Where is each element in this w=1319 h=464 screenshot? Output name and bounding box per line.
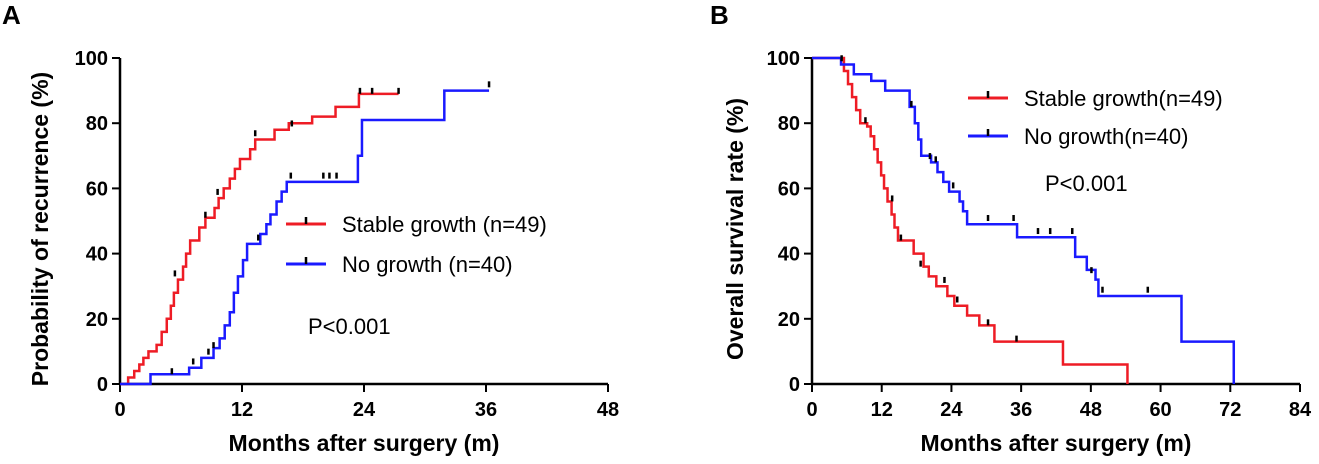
x-tick-label: 0 xyxy=(114,399,125,421)
y-tick-label: 60 xyxy=(86,178,108,200)
x-tick-label: 36 xyxy=(1010,399,1032,421)
y-tick-label: 20 xyxy=(778,309,800,331)
legend-label-0: Stable growth(n=49) xyxy=(1024,86,1223,111)
panel-a-x-label: Months after surgery (m) xyxy=(229,430,500,456)
y-tick-label: 40 xyxy=(778,244,800,266)
y-tick-label: 80 xyxy=(778,113,800,135)
panel-a-y-label: Probability of recurrence (%) xyxy=(27,72,53,386)
x-tick-label: 84 xyxy=(1289,399,1312,421)
x-tick-label: 24 xyxy=(353,399,376,421)
panel-b-y-label: Overall survival rate (%) xyxy=(722,98,748,360)
panel-a-pvalue: P<0.001 xyxy=(308,314,391,339)
x-tick-label: 48 xyxy=(597,399,619,421)
legend-label-1: No growth(n=40) xyxy=(1024,124,1188,149)
x-tick-label: 12 xyxy=(231,399,253,421)
y-tick-label: 100 xyxy=(75,48,108,70)
series-line-0 xyxy=(120,92,399,386)
y-tick-label: 20 xyxy=(86,309,108,331)
panel-b-pvalue: P<0.001 xyxy=(1045,171,1128,196)
series-line-0 xyxy=(812,56,1129,384)
x-tick-label: 48 xyxy=(1080,399,1102,421)
x-tick-label: 72 xyxy=(1219,399,1241,421)
x-tick-label: 12 xyxy=(871,399,893,421)
x-tick-label: 60 xyxy=(1149,399,1171,421)
panel-a: A 0 12 24 36 48 0 20 40 60 80 100 Stable growth (… xyxy=(2,0,619,456)
panel-b-label: B xyxy=(710,0,729,30)
y-tick-label: 0 xyxy=(97,374,108,396)
panel-a-legend: Stable growth (n=49) No growth (n=40) xyxy=(286,212,547,277)
x-tick-label: 24 xyxy=(940,399,963,421)
x-tick-label: 36 xyxy=(475,399,497,421)
legend-label-1: No growth (n=40) xyxy=(342,252,513,277)
y-tick-label: 80 xyxy=(86,113,108,135)
panel-a-x-axis: 0 12 24 36 48 xyxy=(114,382,619,421)
panel-b-y-axis: 0 20 40 60 80 100 xyxy=(767,48,814,396)
panel-b: B 0 12 24 36 48 60 72 84 0 20 40 60 80 100 Stable gr… xyxy=(710,0,1312,456)
y-tick-label: 40 xyxy=(86,244,108,266)
panel-b-legend: Stable growth(n=49) No growth(n=40) xyxy=(968,86,1223,149)
panel-b-series xyxy=(812,55,1236,384)
legend-label-0: Stable growth (n=49) xyxy=(342,212,547,237)
panel-b-x-axis: 0 12 24 36 48 60 72 84 xyxy=(806,382,1312,421)
panel-a-label: A xyxy=(2,0,21,30)
panel-a-y-axis: 0 20 40 60 80 100 xyxy=(75,48,122,396)
panel-b-x-label: Months after surgery (m) xyxy=(921,430,1192,456)
y-tick-label: 0 xyxy=(789,374,800,396)
y-tick-label: 100 xyxy=(767,48,800,70)
panel-a-series xyxy=(120,81,491,386)
x-tick-label: 0 xyxy=(806,399,817,421)
y-tick-label: 60 xyxy=(778,178,800,200)
series-line-1 xyxy=(120,89,490,386)
